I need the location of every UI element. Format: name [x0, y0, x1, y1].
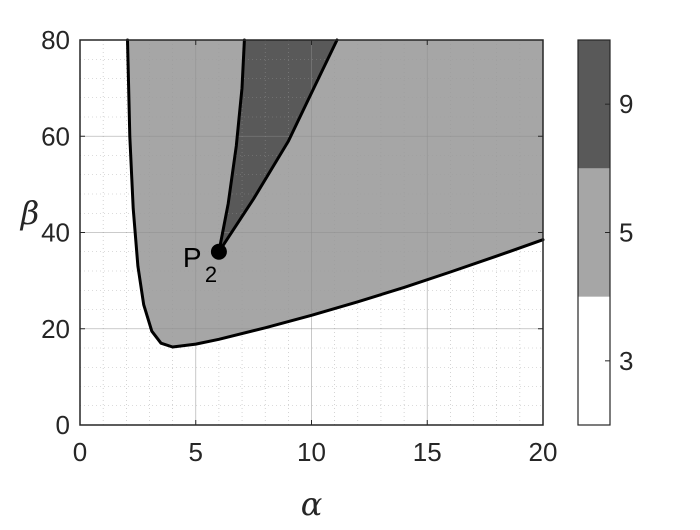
point-p2-label: P [183, 242, 202, 273]
x-axis-label: α [301, 485, 323, 523]
regions-layer [127, 40, 543, 347]
region-9 [218, 40, 337, 252]
boundary-curve-9-left [217, 38, 246, 254]
point-p2-marker [210, 243, 227, 260]
y-axis-label: β [20, 194, 40, 232]
boundary-curve-9-right [217, 38, 339, 254]
colorbar-segment [578, 40, 610, 169]
y-tick-label: 20 [41, 314, 70, 344]
x-tick-label: 15 [413, 437, 442, 467]
colorbar-tick-label: 3 [619, 346, 633, 376]
annotations-layer: P2 [183, 242, 227, 287]
colorbar-tick-label: 9 [619, 89, 633, 119]
x-tick-label: 20 [529, 437, 558, 467]
y-tick-label: 40 [41, 218, 70, 248]
point-p2-subscript: 2 [205, 262, 217, 287]
y-tick-label: 80 [41, 25, 70, 55]
y-tick-label: 60 [41, 121, 70, 151]
region-5 [127, 40, 543, 347]
boundary-curves-layer [126, 38, 545, 349]
y-tick-label: 0 [56, 410, 70, 440]
y-axis-ticks: 0 20 40 60 80 [41, 25, 543, 440]
colorbar-tick-label: 5 [619, 218, 633, 248]
colorbar: 3 5 9 [577, 39, 633, 426]
x-tick-label: 5 [189, 437, 203, 467]
grid-layer [80, 40, 543, 425]
x-axis-ticks: 0 5 10 15 20 [73, 40, 558, 467]
x-tick-label: 10 [297, 437, 326, 467]
boundary-curve-5 [126, 38, 545, 349]
colorbar-segment [578, 296, 610, 425]
x-tick-label: 0 [73, 437, 87, 467]
colorbar-segment [578, 168, 610, 297]
